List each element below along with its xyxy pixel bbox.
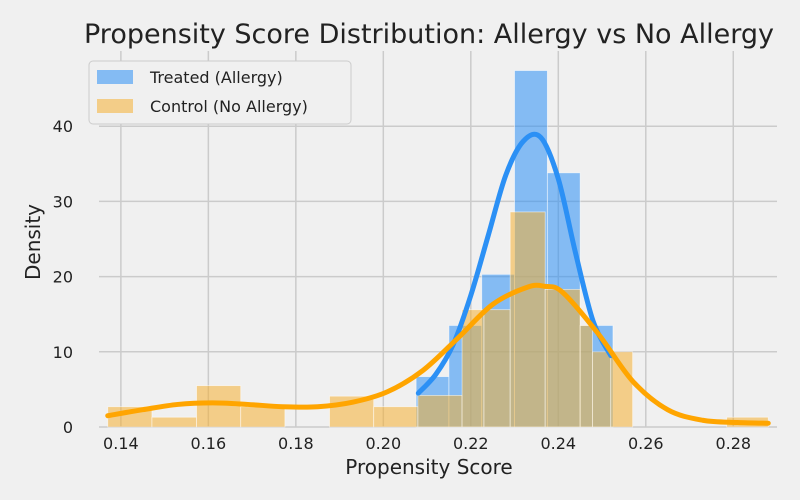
histogram-bar <box>151 416 197 428</box>
x-tick-labels: 0.14 0.16 0.18 0.20 0.22 0.24 0.26 0.28 <box>103 434 751 453</box>
histogram-bar <box>196 385 242 428</box>
x-tick-label: 0.20 <box>366 434 402 453</box>
x-tick-label: 0.18 <box>278 434 314 453</box>
x-tick-label: 0.26 <box>628 434 664 453</box>
legend: Treated (Allergy) Control (No Allergy) <box>88 60 352 125</box>
y-tick-label: 10 <box>53 343 73 362</box>
chart-title: Propensity Score Distribution: Allergy v… <box>84 19 774 50</box>
legend-swatch-control <box>97 99 133 113</box>
x-tick-label: 0.22 <box>453 434 489 453</box>
histogram-bar <box>373 406 419 428</box>
legend-label-treated: Treated (Allergy) <box>149 68 283 87</box>
y-tick-label: 40 <box>53 117 73 136</box>
x-tick-label: 0.14 <box>103 434 139 453</box>
legend-box <box>88 60 352 125</box>
x-tick-label: 0.28 <box>715 434 751 453</box>
histogram-bar <box>579 325 593 428</box>
x-axis-label: Propensity Score <box>345 455 512 479</box>
y-tick-label: 30 <box>53 192 73 211</box>
legend-label-control: Control (No Allergy) <box>150 97 308 116</box>
y-tick-label: 0 <box>63 418 73 437</box>
histogram-bar <box>240 406 286 428</box>
histogram-bar <box>417 395 463 428</box>
histogram-bar <box>483 309 511 428</box>
bars-series-1 <box>107 211 769 428</box>
kde-curves <box>105 131 771 426</box>
x-tick-label: 0.24 <box>540 434 576 453</box>
histogram-bar <box>592 351 612 428</box>
kde-line-series-1 <box>105 282 771 426</box>
legend-swatch-treated <box>97 70 133 84</box>
x-tick-label: 0.16 <box>191 434 227 453</box>
histogram-bar <box>544 288 581 428</box>
y-axis-label: Density <box>21 204 45 280</box>
y-tick-label: 20 <box>53 268 73 287</box>
histogram-bar <box>509 211 546 428</box>
y-tick-labels: 0 10 20 30 40 <box>53 117 73 437</box>
